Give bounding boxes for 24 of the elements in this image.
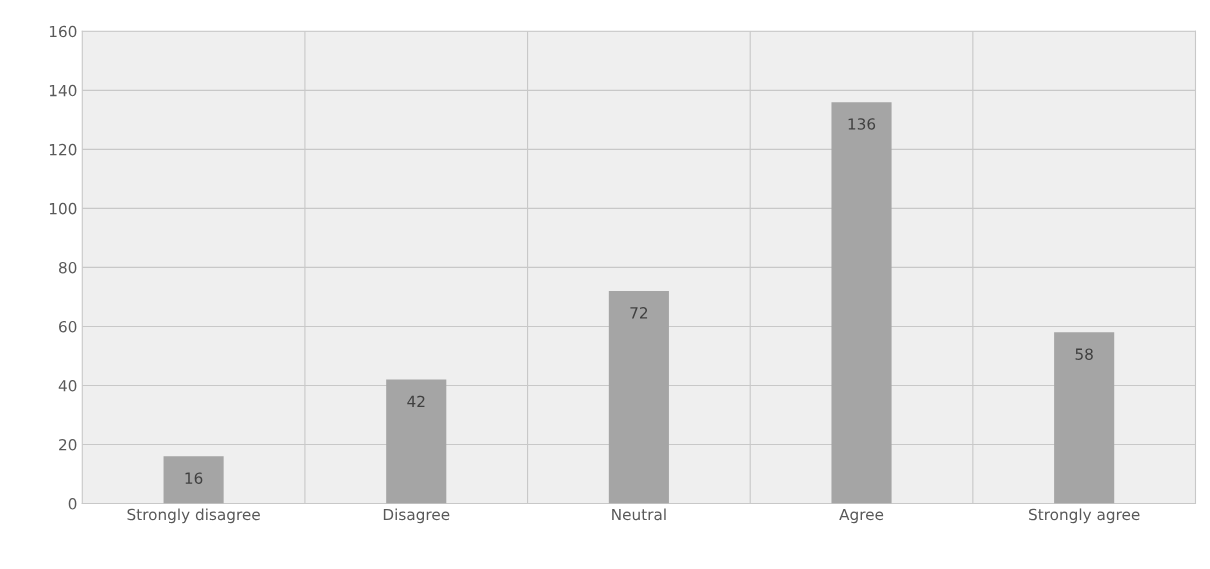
data-label: 58 bbox=[1075, 348, 1093, 360]
bar bbox=[386, 379, 447, 504]
bar bbox=[163, 456, 224, 504]
data-label: 42 bbox=[407, 395, 425, 407]
data-label: 16 bbox=[185, 472, 203, 484]
y-tick-label: 40 bbox=[58, 379, 77, 392]
y-tick-label: 80 bbox=[59, 261, 77, 274]
bar bbox=[608, 291, 669, 504]
y-tick-label: 60 bbox=[59, 320, 77, 333]
y-tick-label: 160 bbox=[49, 25, 77, 38]
data-label: 136 bbox=[848, 118, 876, 130]
y-tick-label: 20 bbox=[59, 439, 77, 451]
x-tick-label: Disagree bbox=[383, 508, 450, 524]
x-tick-label: Strongly agree bbox=[1029, 508, 1140, 524]
y-tick-label: 0 bbox=[68, 498, 77, 510]
data-label: 72 bbox=[630, 307, 648, 319]
x-tick-label: Neutral bbox=[612, 508, 666, 521]
x-tick-label: Agree bbox=[839, 508, 884, 524]
y-tick-label: 120 bbox=[49, 143, 77, 156]
y-tick-label: 100 bbox=[49, 202, 77, 215]
x-tick-label: Strongly disagree bbox=[127, 508, 260, 524]
bar bbox=[831, 102, 892, 504]
y-tick-label: 140 bbox=[49, 84, 77, 97]
bar bbox=[1054, 332, 1115, 504]
